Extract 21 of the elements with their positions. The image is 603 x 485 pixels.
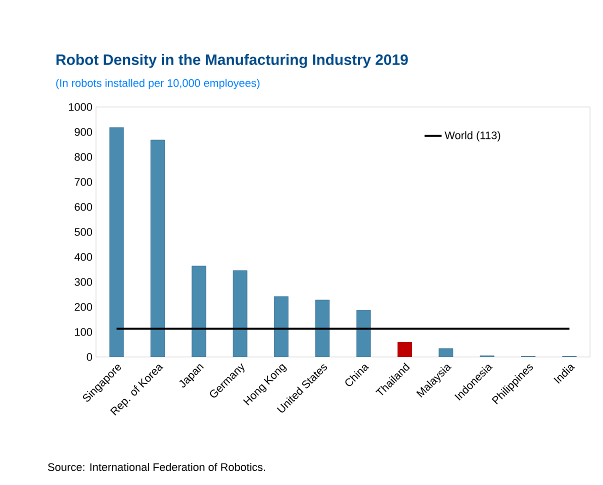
y-tick-label: 200 — [74, 303, 92, 311]
legend-label: World (113) — [444, 131, 500, 142]
bar — [315, 300, 330, 357]
bar — [274, 296, 288, 357]
y-tick-label: 100 — [75, 328, 92, 336]
y-tick-label: 400 — [74, 253, 92, 261]
y-tick-label: 700 — [74, 178, 92, 186]
y-tick-label: 1000 — [68, 103, 92, 111]
bar — [150, 140, 165, 357]
y-tick-label: 500 — [74, 228, 92, 236]
y-tick-label: 0 — [86, 353, 92, 361]
bar — [398, 342, 412, 357]
chart-title: Robot Density in the Manufacturing Industry 2019 — [56, 54, 408, 68]
bar — [356, 310, 371, 357]
y-tick-label: 900 — [74, 128, 92, 136]
chart-subtitle: (In robots installed per 10,000 employees) — [56, 78, 260, 90]
y-tick-label: 800 — [74, 153, 92, 161]
bar — [109, 127, 124, 357]
source-note: Source: International Federation of Robotics. — [48, 462, 265, 472]
y-tick-label: 300 — [74, 278, 92, 286]
y-tick-label: 600 — [74, 203, 92, 211]
